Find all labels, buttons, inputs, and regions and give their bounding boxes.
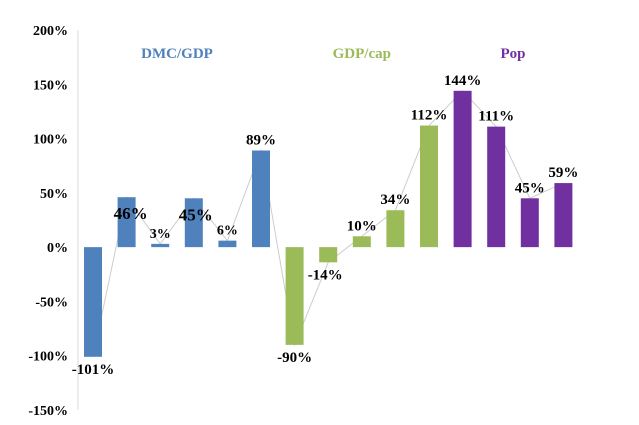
- bar: [285, 247, 304, 345]
- y-tick-label: 0%: [47, 241, 68, 256]
- y-tick-label: -150%: [28, 404, 68, 419]
- data-label: 3%: [150, 227, 171, 242]
- y-tick-label: 150%: [33, 78, 68, 93]
- y-tick-label: -100%: [28, 350, 68, 365]
- bar: [520, 198, 539, 248]
- y-tick-label: 200%: [33, 24, 68, 39]
- data-label: 10%: [347, 218, 377, 234]
- bar: [487, 126, 506, 248]
- bar: [453, 90, 472, 248]
- bars: [84, 90, 573, 357]
- y-tick-label: 50%: [40, 187, 68, 202]
- data-label: -14%: [308, 267, 343, 283]
- legend-group-labels: DMC/GDP GDP/cap Pop: [141, 46, 525, 62]
- data-label: -90%: [277, 350, 312, 366]
- bar: [218, 240, 237, 248]
- bar: [184, 198, 203, 248]
- data-label: -101%: [72, 362, 115, 378]
- group-label: Pop: [500, 46, 525, 62]
- data-label: 111%: [478, 109, 514, 125]
- bar: [252, 150, 270, 248]
- bar: [352, 236, 371, 248]
- bar: [319, 247, 338, 263]
- bar: [117, 197, 136, 248]
- data-label: 6%: [217, 224, 238, 239]
- data-label: 45%: [179, 205, 213, 224]
- data-label: 144%: [444, 73, 482, 89]
- bar: [386, 210, 405, 248]
- data-label: 46%: [114, 204, 148, 223]
- data-label: 59%: [548, 165, 578, 181]
- bar: [554, 183, 573, 248]
- data-label: 112%: [411, 108, 448, 124]
- data-label: 89%: [246, 133, 276, 149]
- y-axis-ticks: 200% 150% 100% 50% 0% -50% -100% -150%: [28, 24, 68, 419]
- data-label: 45%: [515, 180, 545, 196]
- bar: [84, 247, 102, 357]
- bar: [420, 125, 438, 248]
- data-label: 34%: [380, 192, 410, 208]
- y-tick-label: 100%: [33, 133, 68, 148]
- data-labels: -101% 46%3% 45% 6% 89% -90% -14% 10%34% 112% 144%…: [72, 73, 579, 378]
- group-label: GDP/cap: [333, 46, 391, 62]
- group-label: DMC/GDP: [141, 46, 213, 62]
- bar: [151, 243, 170, 248]
- y-tick-label: -50%: [35, 295, 68, 310]
